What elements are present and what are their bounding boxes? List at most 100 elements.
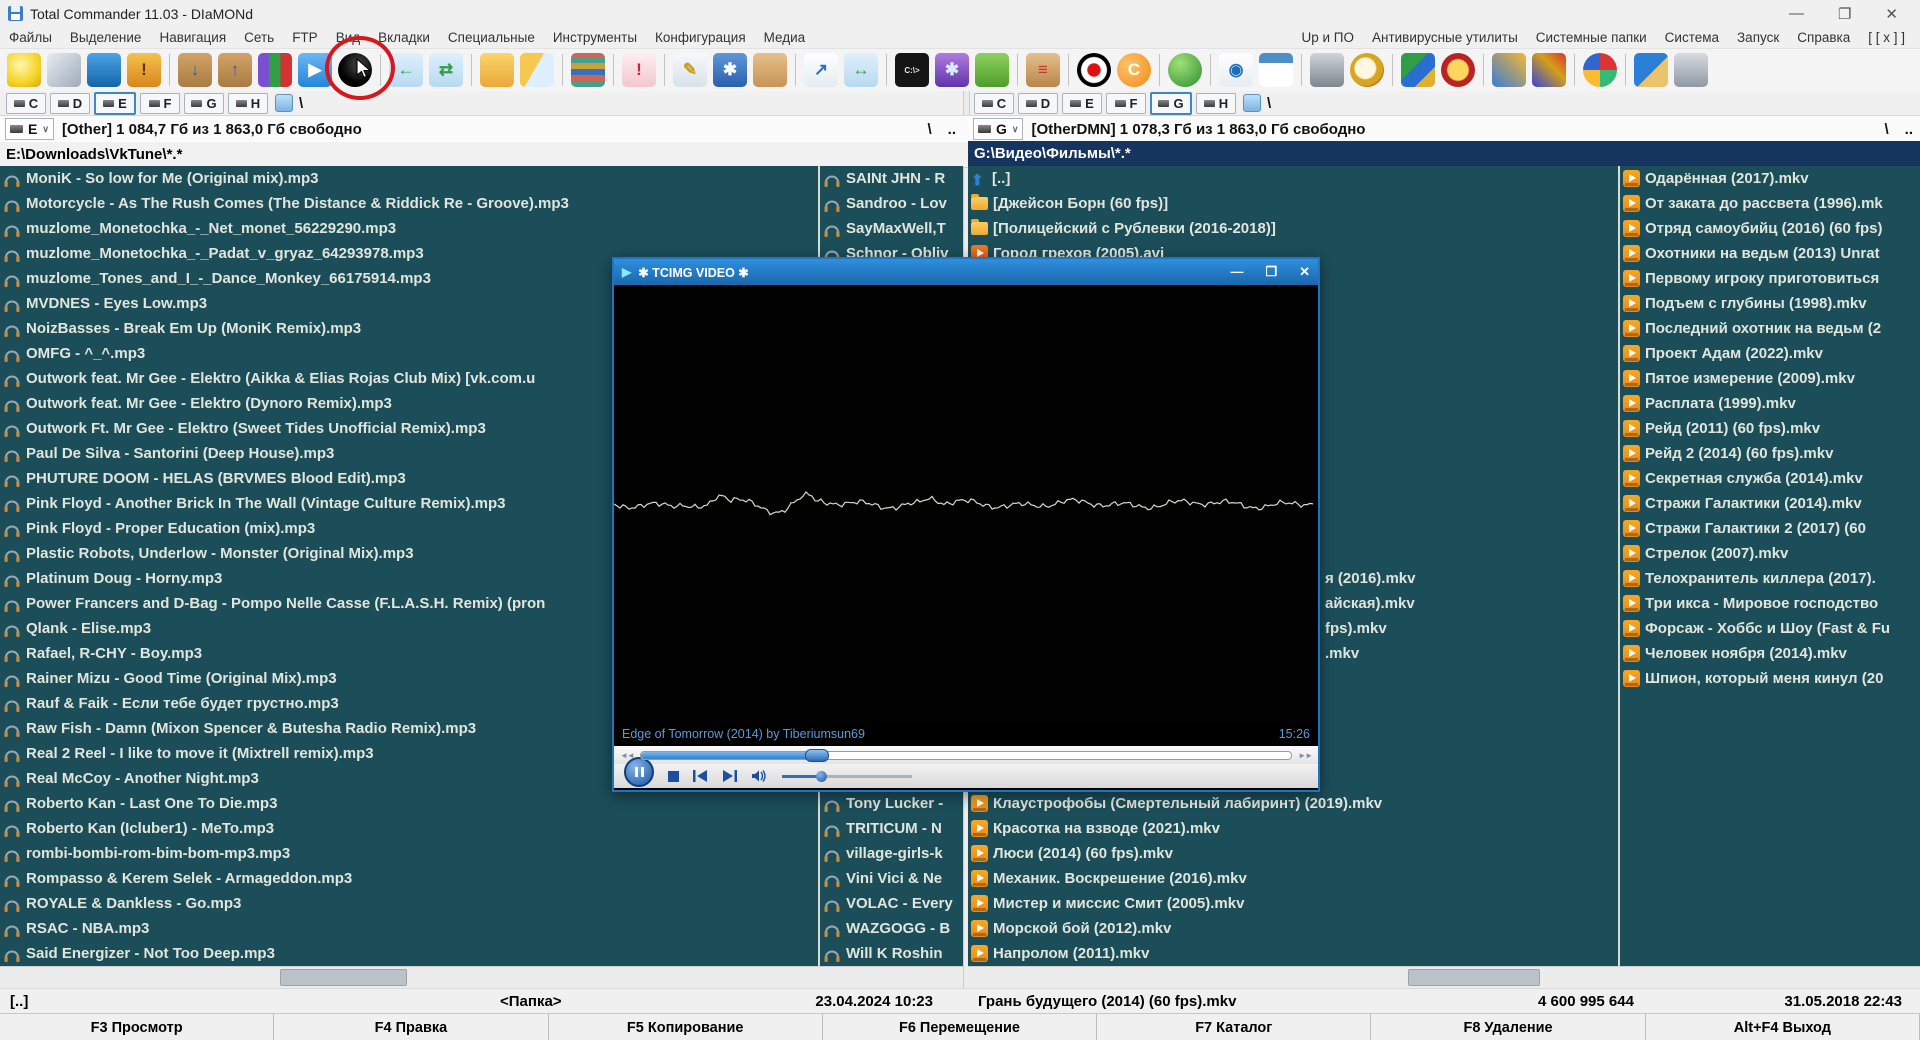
drive-tab-left-e[interactable]: E bbox=[94, 91, 136, 115]
viewer-eye-icon[interactable]: ◉ bbox=[1219, 53, 1253, 87]
file-row[interactable]: Rompasso & Kerem Selek - Armageddon.mp3 bbox=[0, 866, 818, 891]
fkey-f3[interactable]: F3 Просмотр bbox=[0, 1014, 275, 1040]
file-row[interactable]: Охотники на ведьм (2013) Unrat bbox=[1620, 241, 1920, 266]
menu-item-ftp[interactable]: FTP bbox=[292, 30, 318, 45]
file-row[interactable]: OMFG - ^_^.mp3 bbox=[0, 341, 818, 366]
file-row[interactable]: Power Francers and D-Bag - Pompo Nelle C… bbox=[0, 591, 818, 616]
file-row[interactable]: Форсаж - Хоббс и Шоу (Fast & Fu bbox=[1620, 616, 1920, 641]
file-row[interactable]: Первому игроку приготовиться bbox=[1620, 266, 1920, 291]
file-row[interactable]: Qlank - Elise.mp3 bbox=[0, 616, 818, 641]
video-area[interactable] bbox=[613, 285, 1318, 722]
gamepad-icon[interactable] bbox=[1583, 53, 1617, 87]
file-row[interactable]: Vini Vici & Ne bbox=[820, 866, 963, 891]
left-root-button[interactable]: \ bbox=[927, 120, 932, 138]
file-row[interactable]: MoniK - So low for Me (Original mix).mp3 bbox=[0, 166, 818, 191]
file-row[interactable]: Подъем с глубины (1998).mkv bbox=[1620, 291, 1920, 316]
trash-icon[interactable] bbox=[1674, 53, 1708, 87]
minimize-button[interactable]: — bbox=[1788, 4, 1804, 22]
file-row[interactable]: MVDNES - Eyes Low.mp3 bbox=[0, 291, 818, 316]
copy-structure-icon[interactable] bbox=[520, 53, 554, 87]
left-updir-button[interactable]: .. bbox=[947, 120, 956, 138]
file-row[interactable]: Человек ноября (2014).mkv bbox=[1620, 641, 1920, 666]
drive-tab-left-g[interactable]: G bbox=[184, 92, 224, 114]
right-drive-combo[interactable]: G ∨ bbox=[973, 118, 1024, 140]
previous-button[interactable] bbox=[693, 770, 708, 782]
file-row[interactable]: SAINt JHN - R bbox=[820, 166, 963, 191]
new-folder-icon[interactable] bbox=[480, 53, 514, 87]
menu-item-вкладки[interactable]: Вкладки bbox=[378, 30, 430, 45]
file-row[interactable]: Motorcycle - As The Rush Comes (The Dist… bbox=[0, 191, 818, 216]
file-row[interactable]: Paul De Silva - Santorini (Deep House).m… bbox=[0, 441, 818, 466]
file-row[interactable]: Will K Roshin bbox=[820, 941, 963, 966]
games-picture2-icon[interactable] bbox=[1532, 53, 1566, 87]
drive-tab-right-c[interactable]: C bbox=[974, 92, 1014, 114]
root-tab[interactable]: \ bbox=[1267, 94, 1272, 112]
file-row[interactable]: Одарённая (2017).mkv bbox=[1620, 166, 1920, 191]
seek-slider[interactable] bbox=[639, 748, 1293, 762]
menu-item-справка[interactable]: Справка bbox=[1797, 30, 1851, 45]
file-row[interactable]: Рейд (2011) (60 fps).mkv bbox=[1620, 416, 1920, 441]
file-row[interactable]: Outwork feat. Mr Gee - Elektro (Aikka & … bbox=[0, 366, 818, 391]
player-maximize-button[interactable]: ❒ bbox=[1265, 264, 1278, 279]
file-row[interactable]: Roberto Kan (Icluber1) - MeTo.mp3 bbox=[0, 816, 818, 841]
file-row[interactable]: Морской бой (2012).mkv bbox=[968, 916, 1618, 941]
drive-tab-left-h[interactable]: H bbox=[228, 92, 268, 114]
clipboard-colors-icon[interactable]: ≡ bbox=[1026, 53, 1060, 87]
windows-clean-icon[interactable] bbox=[1634, 53, 1668, 87]
layout-icon[interactable] bbox=[1259, 53, 1293, 87]
right-path-bar[interactable]: G:\Видео\Фильмы\*.* bbox=[968, 141, 1920, 166]
file-row[interactable]: WAZGOGG - B bbox=[820, 916, 963, 941]
file-row[interactable]: Расплата (1999).mkv bbox=[1620, 391, 1920, 416]
right-horizontal-scrollbar[interactable] bbox=[968, 966, 1920, 989]
file-row[interactable]: RSAC - NBA.mp3 bbox=[0, 916, 818, 941]
menu-item-x[interactable]: [ [ x ] ] bbox=[1868, 30, 1905, 45]
fkey-f5[interactable]: F5 Копирование bbox=[549, 1014, 823, 1040]
command-prompt-icon[interactable]: C:\> bbox=[895, 53, 929, 87]
file-row[interactable]: [..] bbox=[968, 166, 1618, 192]
volume-icon[interactable] bbox=[751, 769, 768, 783]
volume-thumb[interactable] bbox=[816, 770, 827, 782]
seek-thumb[interactable] bbox=[805, 748, 830, 762]
drive-tab-right-e[interactable]: E bbox=[1062, 92, 1102, 114]
file-row[interactable]: Real McCoy - Another Night.mp3 bbox=[0, 766, 818, 791]
file-row[interactable]: Рейд 2 (2014) (60 fps).mkv bbox=[1620, 441, 1920, 466]
file-row[interactable]: TRITICUM - N bbox=[820, 816, 963, 841]
cubes-icon[interactable] bbox=[975, 53, 1009, 87]
shield-icon[interactable]: ! bbox=[127, 53, 161, 87]
menu-item-выделение[interactable]: Выделение bbox=[69, 30, 142, 45]
file-row[interactable]: От заката до рассвета (1996).mk bbox=[1620, 191, 1920, 216]
file-row[interactable]: Клаустрофобы (Смертельный лабиринт) (201… bbox=[968, 791, 1618, 816]
menu-item-файлы[interactable]: Файлы bbox=[9, 30, 52, 45]
file-row[interactable]: Plastic Robots, Underlow - Monster (Orig… bbox=[0, 541, 818, 566]
swap-panels-icon[interactable]: ↔ bbox=[844, 53, 878, 87]
file-row[interactable]: muzlome_Monetochka_-_Net_monet_56229290.… bbox=[0, 216, 818, 241]
player-title-bar[interactable]: ▶ ✱ TCIMG VIDEO ✱ — ❒ ✕ bbox=[614, 259, 1318, 285]
media-album-icon[interactable] bbox=[1401, 53, 1435, 87]
file-row[interactable]: Outwork feat. Mr Gee - Elektro (Dynoro R… bbox=[0, 391, 818, 416]
file-row[interactable]: ROYALE & Dankless - Go.mp3 bbox=[0, 891, 818, 916]
file-row[interactable]: Проект Адам (2022).mkv bbox=[1620, 341, 1920, 366]
warning-file-icon[interactable]: ! bbox=[622, 53, 656, 87]
menu-item-медиа[interactable]: Медиа bbox=[763, 30, 806, 45]
file-row[interactable]: Последний охотник на ведьм (2 bbox=[1620, 316, 1920, 341]
file-row[interactable]: rombi-bombi-rom-bim-bom-mp3.mp3 bbox=[0, 841, 818, 866]
next-button[interactable] bbox=[722, 770, 737, 782]
binoculars-icon[interactable] bbox=[1310, 53, 1344, 87]
edit-lists-icon[interactable]: ✎ bbox=[673, 53, 707, 87]
play-video-icon[interactable]: ▶ bbox=[298, 53, 332, 87]
left-drive-combo[interactable]: E ∨ bbox=[5, 118, 54, 140]
pie-icon[interactable] bbox=[338, 53, 372, 87]
fast-forward-button[interactable]: ►► bbox=[1298, 750, 1313, 760]
file-row[interactable]: Люси (2014) (60 fps).mkv bbox=[968, 841, 1618, 866]
drive-tab-left-c[interactable]: C bbox=[6, 92, 46, 114]
tcimg-video-window[interactable]: ▶ ✱ TCIMG VIDEO ✱ — ❒ ✕ Edge of Tomorrow… bbox=[612, 257, 1320, 792]
fkey-f7[interactable]: F7 Каталог bbox=[1097, 1014, 1372, 1040]
magnifier-icon[interactable] bbox=[1350, 53, 1384, 87]
file-row[interactable]: Rainer Mizu - Good Time (Original Mix).m… bbox=[0, 666, 818, 691]
lightbulb-icon[interactable] bbox=[7, 53, 41, 87]
file-row[interactable]: Sandroo - Lov bbox=[820, 191, 963, 216]
file-row[interactable]: Platinum Doug - Horny.mp3 bbox=[0, 566, 818, 591]
file-row[interactable]: Напролом (2011).mkv bbox=[968, 941, 1618, 966]
ussr-emblem-icon[interactable] bbox=[1441, 53, 1475, 87]
drive-tab-right-f[interactable]: F bbox=[1106, 92, 1146, 114]
